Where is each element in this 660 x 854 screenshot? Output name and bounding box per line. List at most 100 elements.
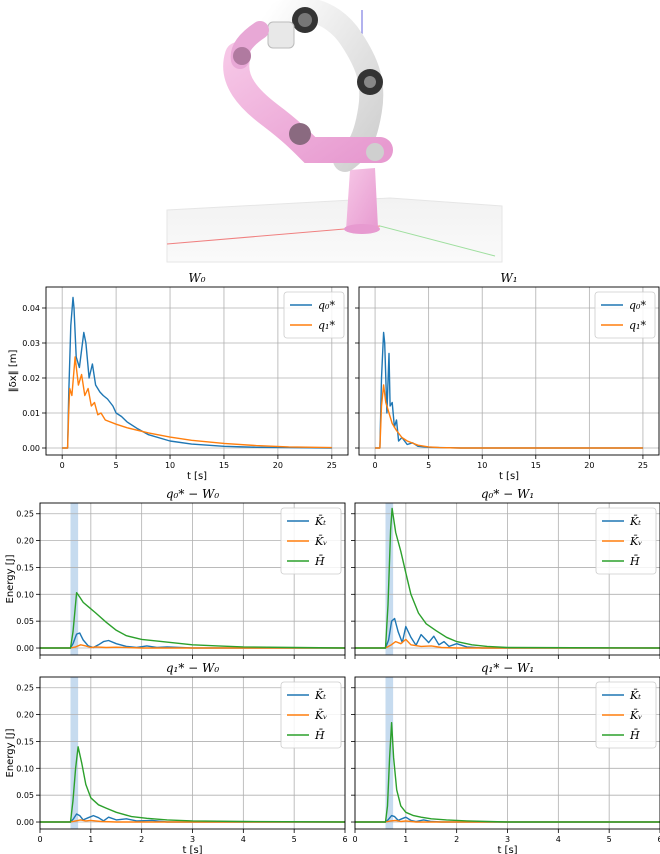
y-axis-label: Energy [J] (5, 554, 16, 603)
legend-entry: K̄ᵥ (314, 709, 327, 722)
x-tick-label: 3 (190, 835, 195, 844)
plot-frame (45, 286, 349, 456)
legend-box (280, 681, 342, 749)
y-tick-label: 0.15 (16, 563, 34, 572)
series-line-2 (355, 722, 660, 823)
legend-box (595, 507, 657, 575)
legend-entry: H̄̄ (314, 729, 325, 742)
x-tick-label: 6 (342, 835, 347, 844)
y-tick-label: 0.00 (16, 644, 34, 653)
y-tick-label: 0.25 (16, 684, 34, 693)
y-axis-label: ‖δx‖ [m] (8, 350, 19, 393)
x-tick-label: 6 (657, 835, 660, 844)
x-tick-label: 0 (352, 835, 357, 844)
series-line-2 (355, 507, 660, 649)
chart-panel-4: 0 1 2 3 4 5 6 0.00 0.05 0.10 0.15 0.20 0.25 q₁* − W₀ t… (5, 661, 348, 854)
legend-entry: K̄ₜ (314, 689, 326, 702)
chart-panel-5: 0 1 2 3 4 5 6 q₁* − W₁ t [s] K̄ₜ K̄ᵥ H̄̄ (351, 661, 660, 854)
series-line-0 (375, 331, 643, 449)
legend: K̄ₜ K̄ᵥ H̄̄ (595, 507, 657, 575)
x-tick-label: 20 (584, 461, 594, 470)
series-line-2 (40, 592, 346, 649)
y-tick-label: 0.05 (16, 791, 34, 800)
series-line-0 (355, 814, 660, 823)
y-tick-label: 0.02 (22, 374, 40, 383)
series-line-0 (40, 813, 345, 823)
chart-title: q₀* − W₀ (166, 487, 220, 501)
chart-title: W₀ (188, 271, 205, 285)
y-tick-label: 0.20 (16, 537, 34, 546)
robot-arm-render-icon (166, 0, 503, 263)
plot-frame (39, 502, 346, 656)
legend-entry: q₁* (318, 319, 335, 332)
y-tick-label: 0.03 (22, 339, 40, 348)
x-tick-label: 2 (139, 835, 144, 844)
legend-entry: K̄ᵥ (629, 535, 642, 548)
legend-entry: K̄ₜ (629, 689, 641, 702)
x-tick-label: 15 (531, 461, 541, 470)
legend: K̄ₜ K̄ᵥ H̄̄ (280, 507, 342, 575)
series-line-1 (355, 819, 660, 823)
shaded-interval (70, 503, 79, 655)
legend-entry: q₁* (629, 319, 646, 332)
legend-entry: H̄̄ (314, 555, 325, 568)
x-tick-label: 5 (114, 461, 119, 470)
chart-title: W₁ (500, 271, 517, 285)
y-tick-label: 0.15 (16, 737, 34, 746)
plot-frame (354, 676, 660, 830)
x-tick-label: 3 (505, 835, 510, 844)
y-tick-label: 0.20 (16, 711, 34, 720)
x-tick-label: 1 (88, 835, 93, 844)
series-line-1 (62, 356, 332, 449)
legend: q₀* q₁* (594, 291, 656, 339)
legend-box (283, 291, 345, 339)
chart-panel-1: 0 5 10 15 20 25 W₁ t [s] q₀* q₁* (355, 271, 660, 482)
x-tick-label: 15 (219, 461, 229, 470)
y-tick-label: 0.10 (16, 764, 34, 773)
series-line-0 (355, 617, 660, 649)
series-line-1 (355, 638, 660, 649)
y-tick-label: 0.04 (22, 304, 40, 313)
y-tick-label: 0.00 (22, 444, 40, 453)
x-tick-label: 5 (607, 835, 612, 844)
plot-frame (358, 286, 660, 456)
y-tick-label: 0.05 (16, 617, 34, 626)
x-tick-label: 5 (292, 835, 297, 844)
x-tick-label: 5 (426, 461, 431, 470)
shaded-interval (70, 677, 79, 829)
plot-frame (39, 676, 346, 830)
y-axis-label: Energy [J] (5, 728, 16, 777)
legend-entry: q₀* (629, 299, 646, 312)
x-tick-label: 10 (477, 461, 487, 470)
x-axis-label: t [s] (187, 471, 207, 482)
plot-frame (354, 502, 660, 656)
legend-entry: H̄̄ (629, 555, 640, 568)
legend-entry: K̄ₜ (314, 515, 326, 528)
x-axis-label: t [s] (499, 471, 519, 482)
x-tick-label: 0 (37, 835, 42, 844)
legend-entry: H̄̄ (629, 729, 640, 742)
x-tick-label: 25 (327, 461, 337, 470)
chart-title: q₁* − W₀ (166, 661, 220, 675)
chart-panel-0: 0 5 10 15 20 25 0.00 0.01 0.02 0.03 0.04 W₀ t [s] ‖δx… (8, 271, 349, 482)
legend: K̄ₜ K̄ᵥ H̄̄ (595, 681, 657, 749)
legend: q₀* q₁* (283, 291, 345, 339)
x-tick-label: 20 (273, 461, 283, 470)
chart-panel-3: q₀* − W₁ K̄ₜ K̄ᵥ H̄̄ (351, 487, 660, 659)
legend-entry: K̄ᵥ (314, 535, 327, 548)
legend-entry: q₀* (318, 299, 335, 312)
x-axis-label: t [s] (497, 845, 517, 854)
x-tick-label: 25 (638, 461, 648, 470)
x-tick-label: 0 (373, 461, 378, 470)
y-tick-label: 0.10 (16, 590, 34, 599)
x-tick-label: 10 (165, 461, 175, 470)
series-line-2 (40, 746, 346, 823)
legend-box (594, 291, 656, 339)
y-tick-label: 0.01 (22, 409, 40, 418)
legend-box (280, 507, 342, 575)
legend-entry: K̄ᵥ (629, 709, 642, 722)
series-line-1 (375, 384, 643, 449)
y-tick-label: 0.00 (16, 818, 34, 827)
legend: K̄ₜ K̄ᵥ H̄̄ (280, 681, 342, 749)
